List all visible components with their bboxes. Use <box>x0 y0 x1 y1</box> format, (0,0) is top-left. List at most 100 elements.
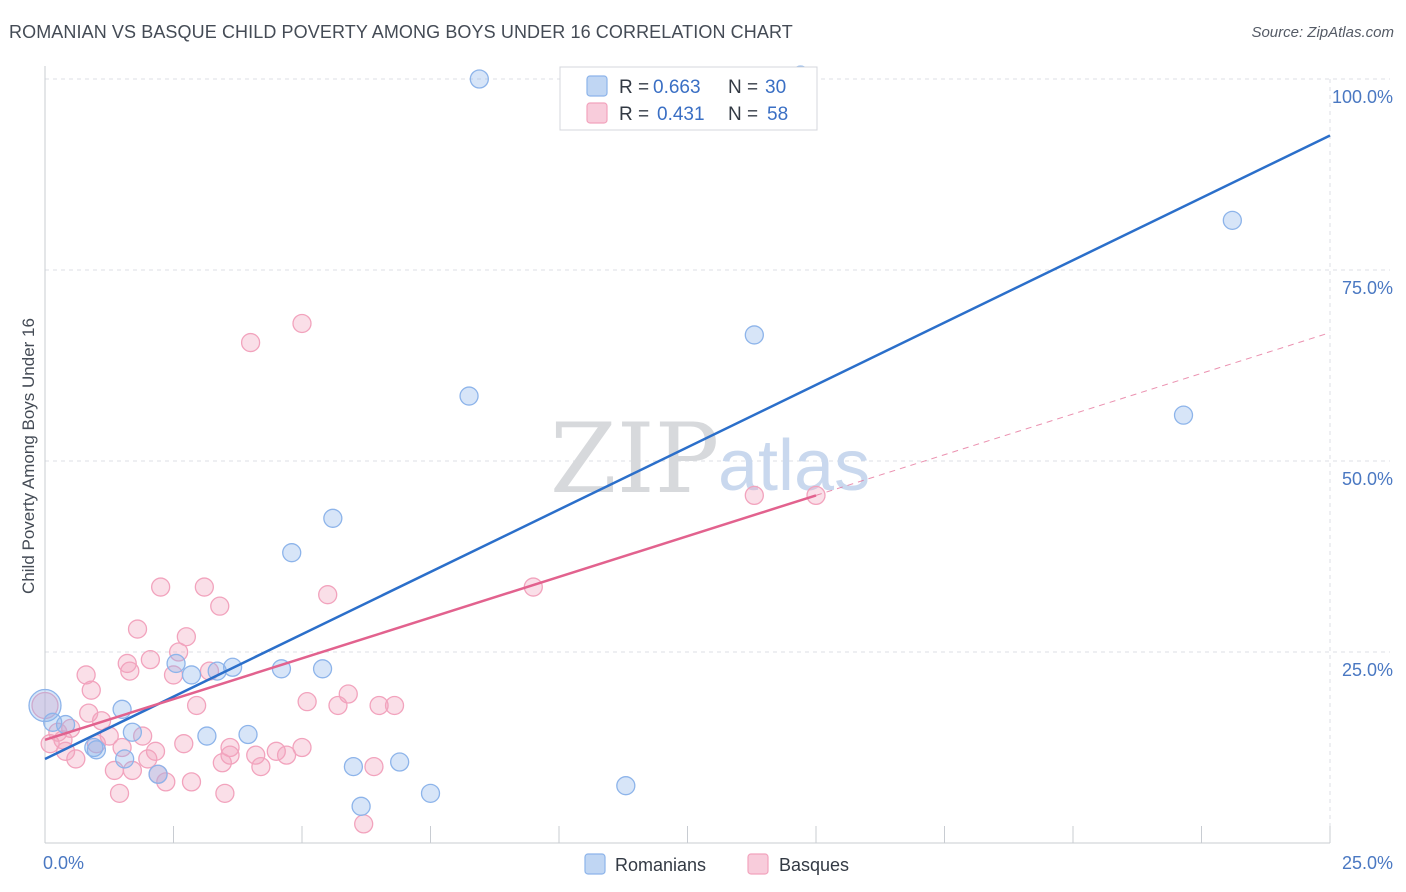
romanians-point <box>282 543 302 563</box>
legend-romanians-n-label: N = <box>728 77 758 98</box>
basques-point <box>251 756 271 777</box>
y-tick-label-50: 50.0% <box>1342 469 1393 489</box>
basques-point <box>354 814 374 834</box>
basques-point <box>112 737 132 758</box>
basques-point <box>276 745 297 765</box>
source-label: Source: ZipAtlas.com <box>1251 24 1394 41</box>
basques-point <box>364 756 384 777</box>
basques-point <box>120 661 140 681</box>
gridlines <box>45 78 1390 843</box>
basques-point <box>744 485 764 506</box>
romanians-point <box>115 749 135 769</box>
legend-basques-n-value: 58 <box>767 104 788 125</box>
basques-trend-line-extrapolated <box>815 332 1331 496</box>
watermark-zip: ZIP <box>550 403 719 515</box>
basques-point <box>220 737 240 758</box>
basques-point <box>240 332 261 353</box>
basques-point <box>145 741 166 761</box>
axes <box>44 66 1331 844</box>
basques-point <box>210 596 230 616</box>
bottom-legend-romanians-label: Romanians <box>615 855 706 875</box>
romanians-point <box>323 508 343 528</box>
romanians-point <box>166 653 186 674</box>
bottom-legend: Romanians Basques <box>584 853 849 875</box>
basques-point <box>176 627 197 647</box>
legend-basques-r-label: R = <box>619 104 649 125</box>
romanians-point <box>616 776 636 796</box>
basques-point <box>66 749 86 769</box>
basques-trend-line <box>44 494 817 742</box>
romanians-trend-line <box>44 134 1331 761</box>
romanians-point <box>420 783 441 803</box>
basques-point <box>338 684 358 704</box>
romanians-point <box>148 764 168 784</box>
romanians-point <box>351 796 371 816</box>
romanians-point <box>459 386 479 406</box>
romanians-point <box>86 740 107 760</box>
basques-point <box>220 745 240 765</box>
y-tick-label-25: 25.0% <box>1342 660 1393 680</box>
romanians-point <box>43 712 63 732</box>
basques-point <box>81 680 101 700</box>
basques-point <box>174 734 194 754</box>
basques-point <box>122 760 143 781</box>
basques-point <box>318 585 338 605</box>
chart-title: ROMANIAN VS BASQUE CHILD POVERTY AMONG B… <box>9 22 793 42</box>
romanians-point <box>744 325 764 345</box>
legend-romanians-n-value: 30 <box>765 77 786 98</box>
trend-lines <box>44 134 1331 761</box>
basques-point <box>215 783 235 803</box>
basques-point <box>212 753 232 773</box>
bottom-legend-romanians-swatch <box>584 853 606 875</box>
x-tick-label-max: 25.0% <box>1342 853 1393 873</box>
basques-point <box>297 692 317 712</box>
y-axis-title: Child Poverty Among Boys Under 16 <box>19 318 38 594</box>
romanians-point <box>312 659 333 679</box>
basques-point <box>292 313 312 334</box>
romanians-point <box>1173 405 1194 425</box>
watermark: ZIP atlas <box>550 403 870 515</box>
basques-point <box>109 783 130 803</box>
romanians-point <box>122 722 143 742</box>
basques-point <box>76 665 96 685</box>
legend-basques-swatch <box>586 102 608 124</box>
legend-basques-n-label: N = <box>728 104 758 125</box>
basques-point <box>266 741 286 761</box>
legend-romanians-swatch <box>586 75 608 97</box>
bottom-legend-basques-label: Basques <box>779 855 849 875</box>
legend-romanians-r-label: R = <box>619 77 649 98</box>
basques-point <box>292 737 312 758</box>
basques-point <box>150 577 171 597</box>
basques-point <box>186 695 207 716</box>
basques-point <box>369 695 389 716</box>
y-tick-label-75: 75.0% <box>1342 278 1393 298</box>
basques-point <box>117 653 137 674</box>
basques-point <box>168 642 189 662</box>
basques-point <box>133 726 153 746</box>
romanians-point <box>181 665 202 685</box>
romanians-point <box>84 737 104 758</box>
basques-point <box>181 772 202 792</box>
basques-point <box>138 749 158 769</box>
legend-romanians-r-value: 0.663 <box>653 77 701 98</box>
basques-point <box>156 772 176 792</box>
romanians-points <box>28 65 1242 816</box>
romanians-point <box>1222 210 1242 230</box>
basques-point <box>127 619 148 639</box>
romanians-point <box>238 724 258 745</box>
romanians-point <box>343 756 364 777</box>
legend-basques-r-value: 0.431 <box>657 104 705 125</box>
romanians-point <box>390 752 410 772</box>
romanians-point <box>469 69 489 89</box>
tick-labels: 25.0% 50.0% 75.0% 100.0% 0.0% 25.0% <box>43 87 1393 873</box>
basques-point <box>194 577 214 597</box>
legend: R = 0.663 N = 30 R = 0.431 N = 58 <box>559 66 818 131</box>
romanians-point <box>197 726 217 746</box>
y-tick-label-100: 100.0% <box>1332 87 1393 107</box>
basques-point <box>384 695 405 716</box>
basques-point <box>246 745 266 765</box>
basques-point <box>140 649 161 670</box>
watermark-atlas: atlas <box>718 426 870 506</box>
x-tick-label-min: 0.0% <box>43 853 84 873</box>
